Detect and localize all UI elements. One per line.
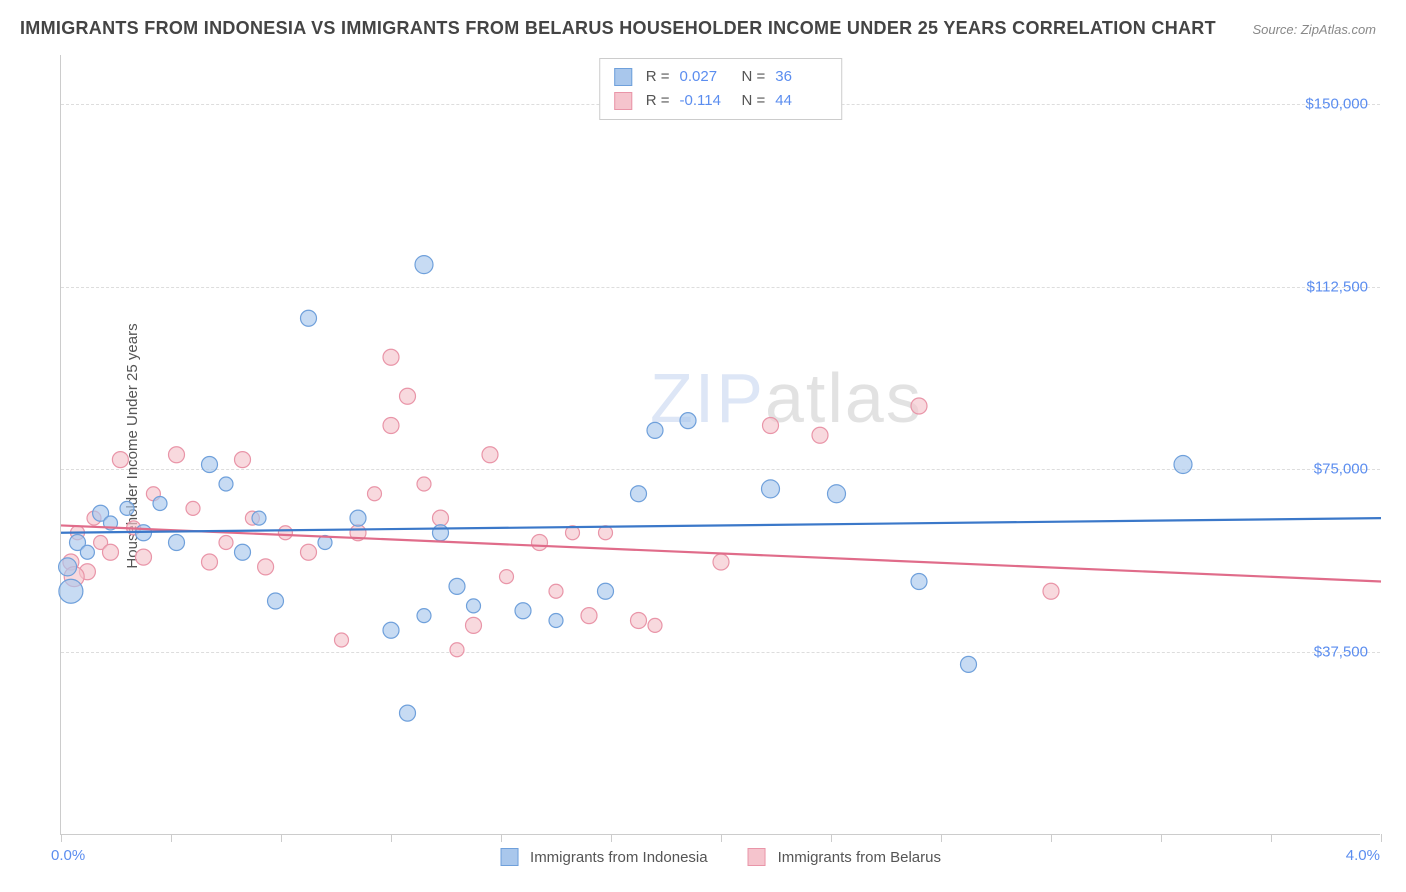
chart-area: ZIPatlas $37,500$75,000$112,500$150,000 … xyxy=(60,55,1380,835)
bottom-legend: Immigrants from Indonesia Immigrants fro… xyxy=(500,848,941,866)
stats-row-belarus: R = -0.114 N = 44 xyxy=(614,89,828,113)
swatch-indonesia xyxy=(614,68,632,86)
legend-item-indonesia: Immigrants from Indonesia xyxy=(500,848,708,866)
x-min-label: 0.0% xyxy=(51,847,85,864)
chart-title: IMMIGRANTS FROM INDONESIA VS IMMIGRANTS … xyxy=(20,18,1216,39)
source-label: Source: ZipAtlas.com xyxy=(1252,22,1376,37)
scatter-plot xyxy=(61,55,1380,834)
swatch-belarus xyxy=(614,92,632,110)
stats-legend: R = 0.027 N = 36 R = -0.114 N = 44 xyxy=(599,58,843,120)
swatch-belarus-icon xyxy=(748,848,766,866)
swatch-indonesia-icon xyxy=(500,848,518,866)
x-max-label: 4.0% xyxy=(1346,847,1380,864)
legend-item-belarus: Immigrants from Belarus xyxy=(748,848,941,866)
stats-row-indonesia: R = 0.027 N = 36 xyxy=(614,65,828,89)
